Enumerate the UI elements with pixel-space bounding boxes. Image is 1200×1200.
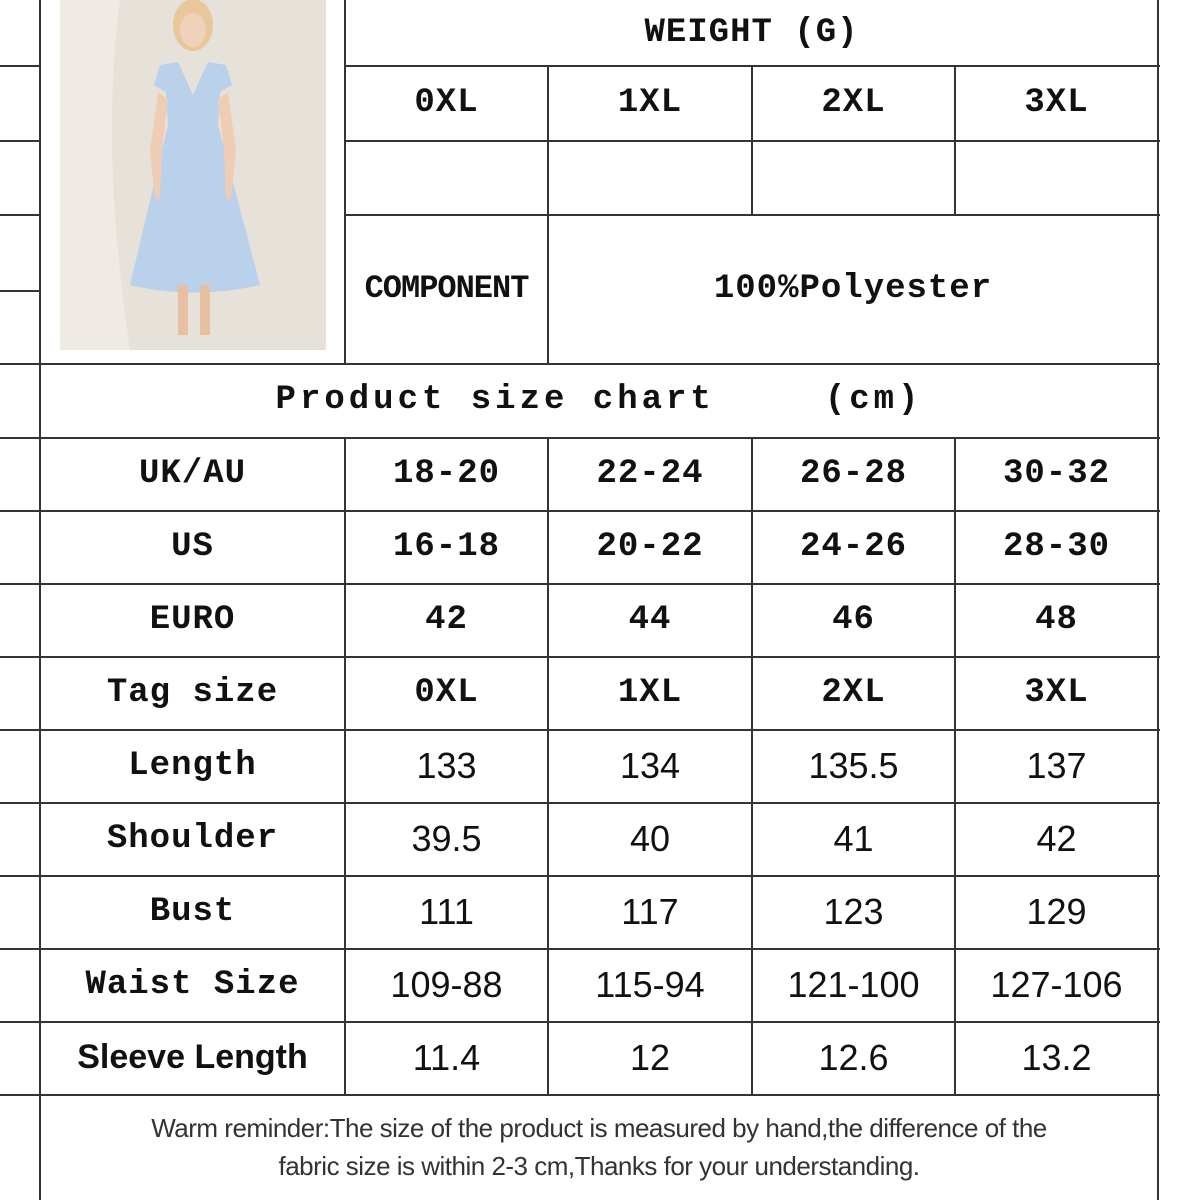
component-value: 100%Polyester bbox=[713, 269, 993, 308]
dress-shape bbox=[130, 62, 260, 293]
row-label: EURO bbox=[149, 600, 236, 639]
warm-reminder-line-1: Warm reminder:The size of the product is… bbox=[151, 1112, 1047, 1143]
grid-line bbox=[0, 290, 40, 292]
row-value: 44 bbox=[628, 600, 672, 639]
row-value: 11.4 bbox=[412, 1036, 481, 1078]
weight-size-2: 2XL bbox=[821, 83, 886, 122]
row-value: 2XL bbox=[821, 673, 886, 712]
grid-line bbox=[547, 65, 549, 215]
weight-value-1 bbox=[548, 140, 752, 214]
row-label: Length bbox=[128, 746, 257, 785]
row-value: 18-20 bbox=[392, 454, 501, 493]
weight-size-0: 0XL bbox=[414, 83, 479, 122]
grid-line bbox=[0, 363, 1160, 365]
weight-value-3 bbox=[955, 140, 1158, 214]
row-label: Waist Size bbox=[85, 965, 300, 1004]
row-label: US bbox=[171, 527, 214, 566]
size-chart-title-row: Product size chart (cm) bbox=[40, 363, 1158, 437]
row-value: 111 bbox=[419, 890, 474, 932]
grid-line bbox=[547, 437, 549, 1094]
weight-size-3: 3XL bbox=[1024, 83, 1089, 122]
row-value: 133 bbox=[416, 744, 477, 786]
row-label: Bust bbox=[149, 892, 236, 931]
row-value: 129 bbox=[1026, 890, 1087, 932]
grid-line bbox=[345, 214, 1160, 216]
row-value: 117 bbox=[621, 890, 679, 932]
row-value: 42 bbox=[425, 600, 468, 639]
row-value: 121-100 bbox=[787, 963, 920, 1005]
grid-line bbox=[0, 140, 40, 142]
grid-line bbox=[954, 65, 956, 215]
row-value: 16-18 bbox=[392, 527, 501, 566]
size-chart-title: Product size chart bbox=[275, 381, 715, 419]
row-value: 22-24 bbox=[596, 454, 704, 493]
row-label: Sleeve Length bbox=[77, 1038, 308, 1076]
size-chart-unit: (cm) bbox=[824, 381, 923, 419]
grid-line bbox=[0, 875, 1160, 877]
row-label: UK/AU bbox=[138, 454, 247, 493]
row-value: 46 bbox=[832, 600, 875, 639]
row-value: 123 bbox=[823, 890, 884, 932]
row-value: 39.5 bbox=[411, 817, 482, 859]
row-value: 1XL bbox=[617, 673, 683, 712]
grid-line bbox=[0, 656, 1160, 658]
row-label: Tag size bbox=[106, 673, 279, 712]
row-value: 13.2 bbox=[1021, 1036, 1092, 1078]
weight-title: WEIGHT (G) bbox=[644, 13, 859, 52]
grid-line bbox=[0, 1021, 1160, 1023]
row-value: 12.6 bbox=[818, 1036, 889, 1078]
grid-line bbox=[0, 214, 40, 216]
grid-line bbox=[0, 948, 1160, 950]
row-value: 26-28 bbox=[799, 454, 908, 493]
grid-line bbox=[344, 437, 346, 1094]
row-value: 48 bbox=[1035, 600, 1078, 639]
row-value: 3XL bbox=[1024, 673, 1089, 712]
grid-line bbox=[0, 510, 1160, 512]
grid-line bbox=[344, 0, 346, 364]
row-value: 28-30 bbox=[1002, 527, 1111, 566]
row-value: 137 bbox=[1026, 744, 1087, 786]
warm-reminder: Warm reminder:The size of the product is… bbox=[40, 1093, 1158, 1200]
grid-line bbox=[954, 437, 956, 1094]
weight-value-2 bbox=[752, 140, 955, 214]
grid-line bbox=[547, 214, 549, 364]
grid-line bbox=[39, 0, 41, 1200]
grid-line bbox=[0, 1094, 1160, 1096]
row-value: 12 bbox=[629, 1036, 671, 1078]
row-value: 115-94 bbox=[595, 963, 705, 1005]
row-value: 134 bbox=[619, 744, 681, 786]
row-value: 24-26 bbox=[799, 527, 908, 566]
weight-value-0 bbox=[345, 140, 548, 214]
product-photo bbox=[60, 0, 326, 350]
grid-line bbox=[1157, 0, 1159, 1200]
row-value: 42 bbox=[1036, 817, 1077, 859]
row-label: Shoulder bbox=[106, 819, 279, 858]
grid-line bbox=[751, 437, 753, 1094]
grid-line bbox=[0, 729, 1160, 731]
row-value: 127-106 bbox=[990, 963, 1123, 1005]
row-value: 135.5 bbox=[808, 744, 899, 786]
grid-line bbox=[0, 583, 1160, 585]
row-value: 109-88 bbox=[390, 963, 503, 1005]
row-value: 0XL bbox=[414, 673, 479, 712]
weight-size-1: 1XL bbox=[617, 83, 683, 122]
row-value: 41 bbox=[833, 817, 874, 859]
grid-line bbox=[751, 65, 753, 215]
grid-line bbox=[0, 65, 40, 67]
row-value: 20-22 bbox=[596, 527, 704, 566]
row-value: 30-32 bbox=[1002, 454, 1111, 493]
warm-reminder-line-2: fabric size is within 2-3 cm,Thanks for … bbox=[278, 1150, 920, 1181]
row-value: 40 bbox=[629, 817, 671, 859]
grid-line bbox=[0, 802, 1160, 804]
grid-line bbox=[0, 437, 1160, 439]
component-label: COMPONENT bbox=[364, 270, 530, 307]
